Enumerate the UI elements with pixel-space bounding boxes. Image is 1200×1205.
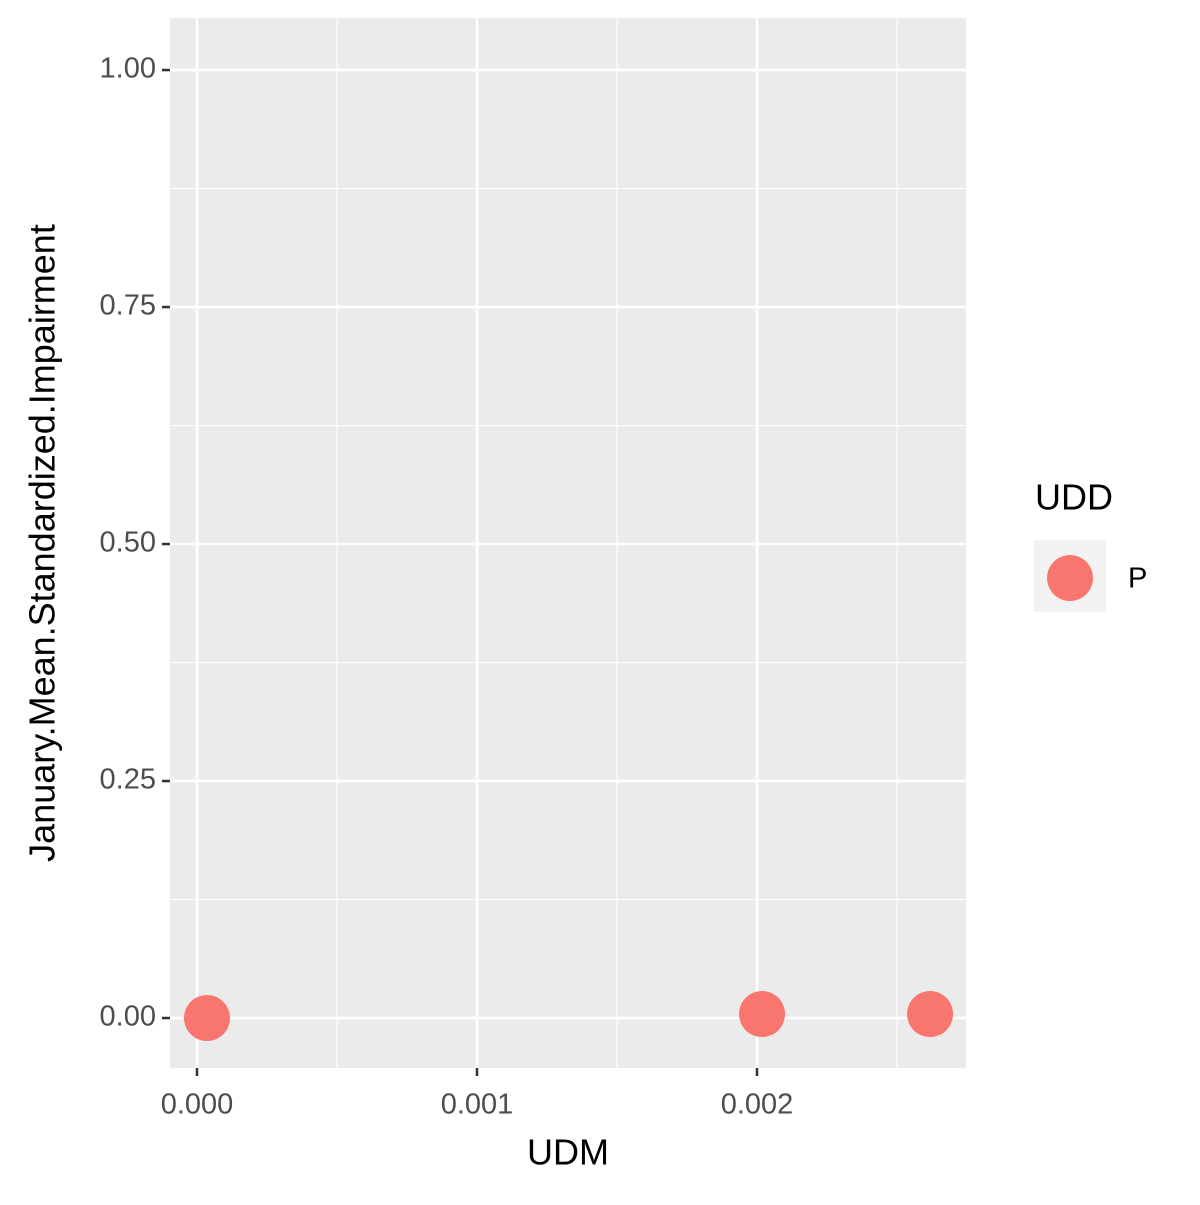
x-tick-label: 0.000 [161,1089,234,1121]
point [183,995,230,1042]
y-axis-title: January.Mean.Standardized.Impairment [22,224,63,862]
y-tick-label: 0.25 [100,764,156,796]
legend-marker [1047,555,1093,601]
point [739,991,786,1038]
legend-title: UDD [1035,477,1113,518]
x-axis-title: UDM [527,1132,609,1173]
y-tick-label: 0.75 [100,290,156,322]
x-tick-label: 0.002 [721,1089,794,1121]
y-tick-label: 0.50 [100,527,156,559]
legend-label: P [1128,563,1147,595]
x-tick-label: 0.001 [441,1089,514,1121]
point [907,991,954,1038]
y-tick-label: 1.00 [100,53,156,85]
y-tick-label: 0.00 [100,1001,156,1033]
